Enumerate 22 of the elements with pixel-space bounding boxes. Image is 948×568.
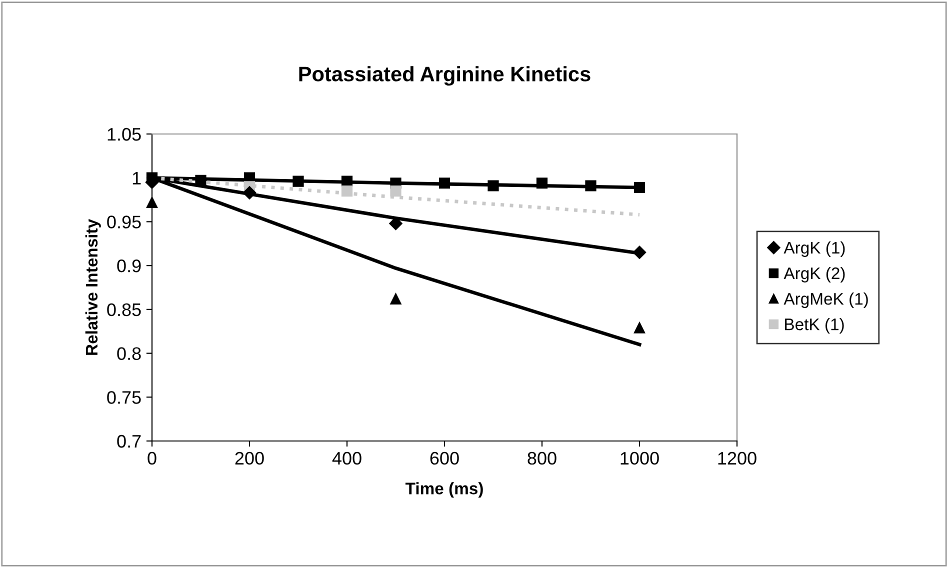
x-tick-label: 800 bbox=[528, 452, 556, 465]
y-axis-title: Relative Intensity bbox=[85, 219, 101, 355]
legend-label: ArgK (1) bbox=[784, 241, 845, 257]
y-tick-label: 0.75 bbox=[107, 391, 141, 404]
x-tick-label: 1200 bbox=[718, 452, 756, 465]
x-tick-label: 400 bbox=[332, 452, 362, 465]
y-tick-label: 0.9 bbox=[117, 260, 141, 272]
x-tick-label: 1000 bbox=[620, 452, 659, 465]
y-tick-label: 0.95 bbox=[107, 216, 141, 228]
legend-label: BetK (1) bbox=[785, 318, 844, 334]
x-tick-label: 0 bbox=[148, 452, 156, 465]
chart-title: Potassiated Arginine Kinetics bbox=[299, 66, 590, 86]
y-tick-label: 1.05 bbox=[108, 128, 141, 141]
y-tick-label: 0.8 bbox=[117, 347, 141, 360]
y-tick-label: 1 bbox=[132, 172, 141, 184]
x-tick-label: 200 bbox=[235, 452, 264, 465]
legend-label: ArgK (2) bbox=[784, 266, 845, 282]
y-tick-label: 0.7 bbox=[117, 434, 141, 448]
x-axis-title: Time (ms) bbox=[405, 482, 483, 498]
x-tick-label: 600 bbox=[430, 452, 459, 465]
y-tick-label: 0.85 bbox=[107, 303, 141, 316]
legend-label: ArgMeK (1) bbox=[784, 292, 868, 308]
